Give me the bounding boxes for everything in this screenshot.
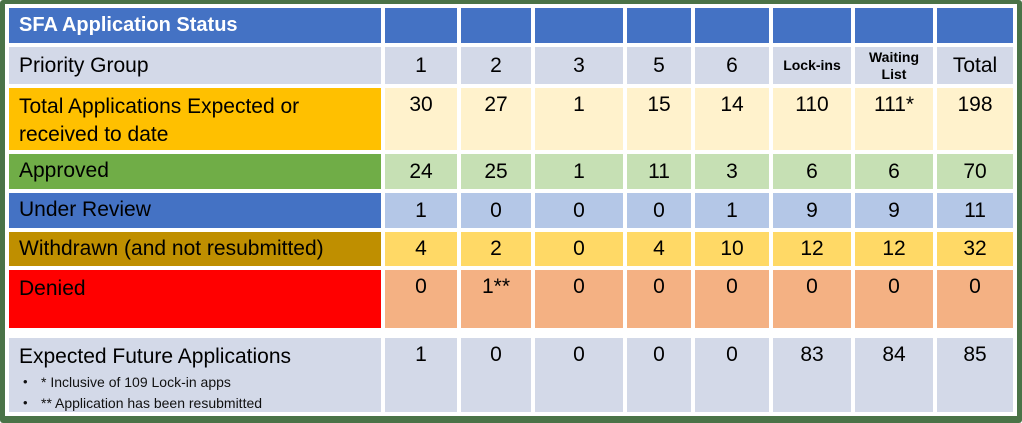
header-bar-cell-7: [855, 8, 933, 43]
value-cell: 0: [535, 332, 623, 413]
value-cell: 111*: [855, 88, 933, 150]
value-cell: 0: [535, 232, 623, 266]
value-cell: 85: [937, 332, 1013, 413]
column-header-5: 5: [627, 47, 691, 84]
value-cell: 0: [773, 270, 851, 328]
row-label: Under Review: [9, 193, 381, 228]
value-cell: 0: [855, 270, 933, 328]
table-row-withdrawn-and-not-resubmitted: Withdrawn (and not resubmitted) 4 2 0 4 10 12 1…: [9, 232, 1013, 266]
row-label-text: Denied: [19, 277, 86, 300]
value-cell: 9: [773, 193, 851, 228]
value-cell: 25: [461, 154, 531, 189]
value-cell: 6: [773, 154, 851, 189]
page-title: SFA Application Status: [9, 8, 381, 43]
row-label: Approved: [9, 154, 381, 189]
header-bar-cell-8: [937, 8, 1013, 43]
value-cell: 0: [627, 270, 691, 328]
column-header-lock-ins: Lock-ins: [773, 47, 851, 84]
header-bar-cell-1: [385, 8, 457, 43]
value-cell: 0: [937, 270, 1013, 328]
value-cell: 11: [627, 154, 691, 189]
table-row-expected-future-applications: Expected Future Applications * Inclusive …: [9, 332, 1013, 413]
column-header-1: 1: [385, 47, 457, 84]
header-bar-cell-6: [773, 8, 851, 43]
row-label-text: Under Review: [19, 198, 151, 222]
value-cell: 2: [461, 232, 531, 266]
value-cell: 15: [627, 88, 691, 150]
footnote-1: * Inclusive of 109 Lock-in apps: [19, 374, 375, 392]
row-label: Expected Future Applications * Inclusive …: [9, 332, 381, 413]
header-bar-cell-2: [461, 8, 531, 43]
value-cell: 198: [937, 88, 1013, 150]
value-cell: 0: [385, 270, 457, 328]
value-cell: 1: [695, 193, 769, 228]
value-cell: 24: [385, 154, 457, 189]
priority-group-header: Priority Group: [9, 47, 381, 84]
title-row: SFA Application Status: [9, 8, 1013, 43]
row-label: Total Applications Expected or received …: [9, 88, 381, 150]
value-cell: 0: [535, 270, 623, 328]
value-cell: 12: [773, 232, 851, 266]
footnote-2: ** Application has been resubmitted: [19, 395, 375, 413]
table-row-approved: Approved 24 25 1 11 3 6 6 70: [9, 154, 1013, 189]
header-bar-cell-3: [535, 8, 623, 43]
value-cell: 1: [385, 332, 457, 413]
value-cell: 0: [627, 193, 691, 228]
column-header-total: Total: [937, 47, 1013, 84]
row-label: Withdrawn (and not resubmitted): [9, 232, 381, 266]
value-cell: 11: [937, 193, 1013, 228]
row-label-text: Withdrawn (and not resubmitted): [19, 236, 324, 260]
value-cell: 0: [461, 332, 531, 413]
value-cell: 10: [695, 232, 769, 266]
column-header-waiting-list: Waiting List: [855, 47, 933, 84]
value-cell: 6: [855, 154, 933, 189]
value-cell: 30: [385, 88, 457, 150]
value-cell: 4: [385, 232, 457, 266]
value-cell: 83: [773, 332, 851, 413]
row-label-text: Approved: [19, 159, 109, 183]
row-label: Denied: [9, 270, 381, 328]
value-cell: 0: [627, 332, 691, 413]
value-cell: 27: [461, 88, 531, 150]
value-cell: 32: [937, 232, 1013, 266]
column-header-3: 3: [535, 47, 623, 84]
value-cell: 110: [773, 88, 851, 150]
column-header-row: Priority Group 1 2 3 5 6 Lock-ins Waiting List…: [9, 47, 1013, 84]
table-row-denied: Denied 0 1** 0 0 0 0 0 0: [9, 270, 1013, 328]
value-cell: 70: [937, 154, 1013, 189]
value-cell: 0: [535, 193, 623, 228]
value-cell: 9: [855, 193, 933, 228]
value-cell: 14: [695, 88, 769, 150]
header-bar-cell-5: [695, 8, 769, 43]
value-cell: 0: [695, 270, 769, 328]
row-label-text: Total Applications Expected or received …: [19, 95, 300, 147]
row-label-text: Expected Future Applications: [19, 345, 291, 368]
column-header-6: 6: [695, 47, 769, 84]
value-cell: 1: [535, 88, 623, 150]
value-cell: 84: [855, 332, 933, 413]
value-cell: 12: [855, 232, 933, 266]
value-cell: 3: [695, 154, 769, 189]
value-cell: 1**: [461, 270, 531, 328]
value-cell: 1: [535, 154, 623, 189]
value-cell: 1: [385, 193, 457, 228]
value-cell: 4: [627, 232, 691, 266]
value-cell: 0: [461, 193, 531, 228]
column-header-2: 2: [461, 47, 531, 84]
table-row-total-applications-expected-or-received-to-date: Total Applications Expected or received …: [9, 88, 1013, 150]
header-bar-cell-4: [627, 8, 691, 43]
value-cell: 0: [695, 332, 769, 413]
table-row-under-review: Under Review 1 0 0 0 1 9 9 11: [9, 193, 1013, 228]
